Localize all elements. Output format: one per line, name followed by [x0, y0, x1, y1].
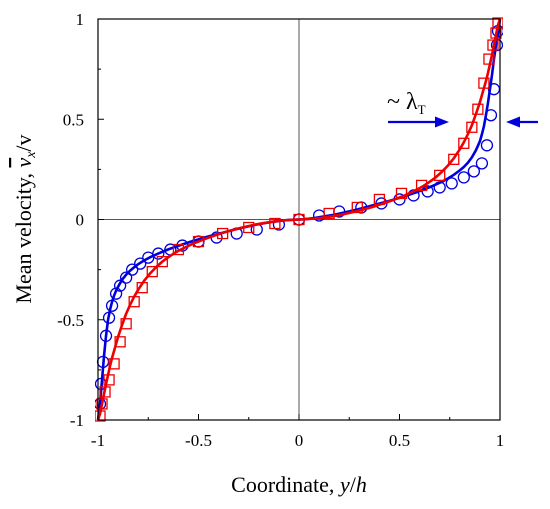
annotation-arrow-right-pointing	[388, 116, 449, 128]
y-axis-title-prefix: Mean velocity,	[11, 168, 36, 304]
x-axis-title-var2: h	[356, 472, 367, 497]
circle-marker	[99, 329, 113, 342]
square-marker	[216, 227, 229, 240]
square-marker	[323, 207, 335, 220]
square-marker	[373, 193, 386, 206]
y-tick-label: -1	[70, 411, 84, 430]
y-tick-label: 0.5	[63, 110, 84, 129]
circle-marker	[467, 165, 481, 178]
square-marker	[415, 179, 428, 192]
circle-marker	[134, 257, 147, 270]
square-marker	[172, 243, 185, 256]
square-marker	[103, 374, 115, 386]
y-tick-label: 1	[76, 10, 85, 29]
circle-marker	[113, 279, 127, 292]
y-axis-title-sep: /	[11, 145, 36, 152]
square-marker	[243, 221, 255, 234]
series-red	[95, 17, 503, 422]
x-tick-label: 0	[295, 431, 304, 450]
circle-marker	[457, 171, 470, 184]
x-tick-label: -1	[91, 431, 105, 450]
square-marker	[99, 386, 111, 398]
x-axis-title-var: y	[338, 472, 350, 497]
y-axis-title-var: v	[11, 158, 36, 168]
y-axis-title-sub: x	[24, 151, 39, 159]
square-marker	[114, 336, 126, 348]
y-tick-labels: 1 0.5 0 -0.5 -1	[57, 10, 84, 430]
x-axis-title-sep: /	[350, 472, 357, 497]
circle-marker	[105, 299, 119, 312]
square-marker	[192, 235, 205, 248]
square-marker	[448, 153, 460, 166]
x-tick-label: -0.5	[185, 431, 212, 450]
square-marker	[108, 358, 120, 370]
thermal-length-annotation: ~ λT	[387, 89, 426, 117]
x-tick-labels: -1 -0.5 0 0.5 1	[91, 431, 504, 450]
square-marker	[434, 169, 446, 182]
square-marker	[395, 187, 408, 200]
square-marker	[466, 121, 478, 133]
square-marker	[156, 255, 168, 268]
square-marker	[120, 318, 132, 330]
circle-marker	[152, 247, 165, 260]
y-tick-label: -0.5	[57, 311, 84, 330]
square-marker	[293, 213, 305, 226]
y-axis-title-var2: v	[11, 134, 36, 145]
circle-marker	[433, 181, 446, 194]
x-axis-title-prefix: Coordinate,	[231, 472, 340, 497]
square-marker	[136, 282, 148, 294]
circle-marker	[109, 287, 123, 300]
circle-marker	[421, 185, 434, 198]
square-marker	[128, 296, 140, 308]
circle-marker	[102, 311, 116, 324]
y-axis-title: Mean velocity, vx/v	[11, 134, 39, 303]
square-marker	[487, 39, 499, 51]
series-layer	[95, 17, 503, 422]
annotation-prefix: ~ λ	[387, 89, 418, 115]
square-marker	[458, 137, 470, 149]
tick-layer	[97, 18, 501, 421]
circle-marker	[126, 263, 139, 276]
circle-marker	[484, 109, 498, 122]
square-marker	[95, 410, 106, 422]
square-marker	[492, 17, 503, 29]
square-marker	[146, 265, 158, 278]
square-marker	[96, 398, 108, 410]
square-marker	[472, 103, 484, 115]
square-marker	[483, 53, 495, 65]
annotation-arrow-left-pointing	[506, 116, 538, 128]
annotation-sub: T	[418, 102, 426, 117]
x-tick-label: 1	[496, 431, 505, 450]
circle-marker	[119, 271, 133, 284]
square-marker	[478, 77, 490, 89]
square-marker	[351, 201, 363, 214]
y-tick-label: 0	[76, 211, 85, 230]
x-tick-label: 0.5	[389, 431, 410, 450]
circle-marker	[475, 157, 489, 170]
square-marker	[269, 217, 281, 230]
x-axis-title: Coordinate, y/h	[231, 472, 367, 497]
circle-marker	[480, 139, 494, 152]
circle-marker	[445, 177, 458, 190]
